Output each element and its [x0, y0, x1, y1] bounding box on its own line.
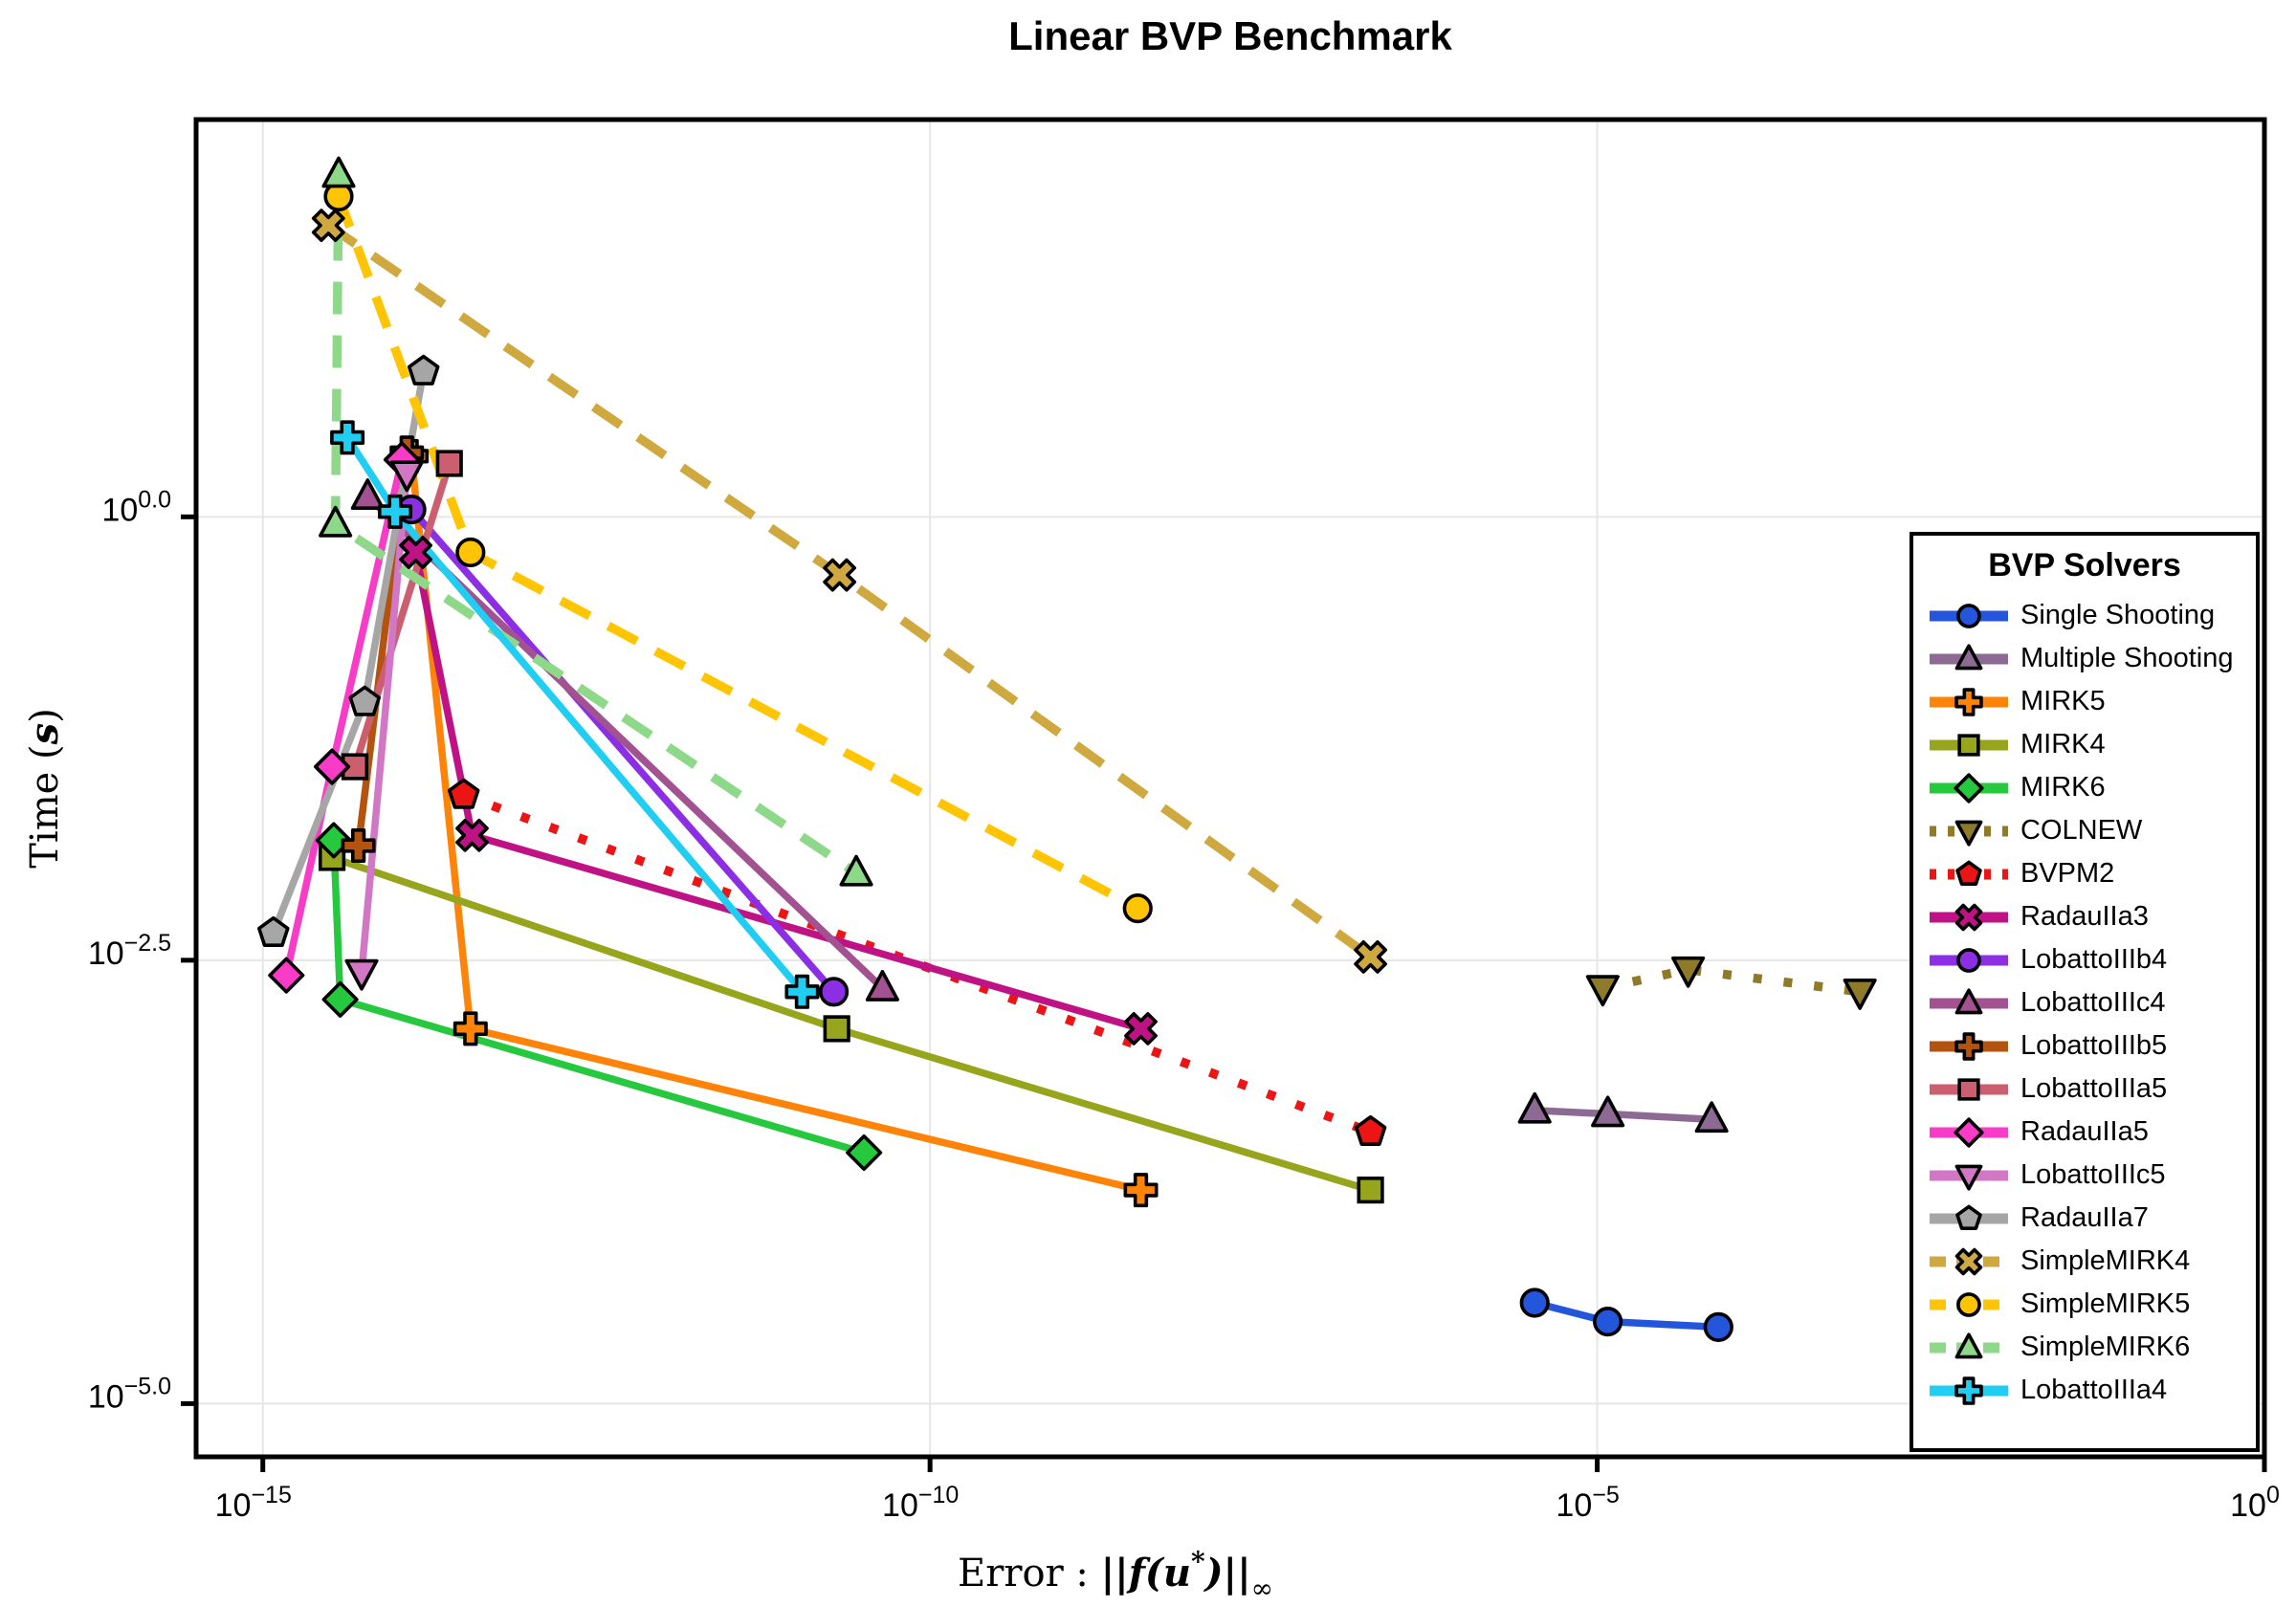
plot-frame	[193, 117, 2267, 1460]
legend-swatch	[1930, 772, 2008, 804]
legend-label: RadauIIa7	[2020, 1202, 2149, 1233]
series-markers-LobattoIIIa4	[330, 420, 820, 1009]
legend-rows: Single Shooting Multiple Shooting MIRK5 MIR…	[1927, 594, 2242, 1412]
legend-title: BVP Solvers	[1988, 547, 2181, 583]
legend-label: LobattoIIIa4	[2020, 1375, 2168, 1405]
legend-swatch	[1930, 1332, 2008, 1358]
legend-label: SimpleMIRK5	[2020, 1288, 2191, 1319]
legend-item-RadauIIa3: RadauIIa3	[1927, 895, 2242, 938]
legend-item-LobattoIIIa5: LobattoIIIa5	[1927, 1068, 2242, 1111]
x-axis-label: Error : ||f(u*)||∞	[958, 1546, 1273, 1604]
series-markers-Multiple-Shooting	[1517, 1091, 1729, 1134]
legend-item-MIRK6: MIRK6	[1927, 766, 2242, 809]
legend-item-Multiple-Shooting: Multiple Shooting	[1927, 637, 2242, 680]
y-tick-label: 10−2.5	[88, 930, 171, 972]
legend-item-LobattoIIIb4: LobattoIIIb4	[1927, 938, 2242, 981]
y-tick-label: 100.0	[101, 486, 171, 528]
series-markers-RadauIIa7	[257, 354, 440, 947]
series-line-LobattoIIIc5	[358, 473, 411, 973]
x-tick-label: 10−15	[215, 1482, 292, 1524]
legend-swatch	[1930, 733, 2008, 757]
legend-item-RadauIIa5: RadauIIa5	[1927, 1111, 2242, 1154]
series-markers-SimpleMIRK6	[319, 156, 873, 887]
series-markers-LobattoIIIa5	[341, 450, 463, 781]
legend-item-Single-Shooting: Single Shooting	[1927, 594, 2242, 637]
y-axis-label: Time (s)	[22, 708, 67, 869]
legend-item-LobattoIIIb5: LobattoIIIb5	[1927, 1024, 2242, 1068]
series-markers-LobattoIIIc4	[350, 478, 899, 1002]
x-tick-label: 10−10	[882, 1482, 959, 1524]
series-markers-BVPM2	[447, 778, 1387, 1146]
legend-label: MIRK5	[2020, 686, 2106, 716]
series-line-BVPM2	[462, 790, 1373, 1136]
x-tick-label: 10−5	[1556, 1482, 1619, 1524]
legend-swatch	[1930, 1164, 2008, 1191]
series-line-RadauIIa3	[411, 551, 1142, 1033]
legend-label: COLNEW	[2020, 815, 2143, 846]
legend-item-BVPM2: BVPM2	[1927, 852, 2242, 895]
series-line-Multiple-Shooting	[1534, 1107, 1712, 1124]
legend-item-SimpleMIRK4: SimpleMIRK4	[1927, 1240, 2242, 1283]
legend-item-LobattoIIIc5: LobattoIIIc5	[1927, 1154, 2242, 1197]
legend-label: LobattoIIIc4	[2020, 987, 2166, 1018]
legend-swatch	[1930, 820, 2008, 847]
legend-swatch	[1930, 1376, 2008, 1405]
series-line-LobattoIIIb4	[408, 507, 837, 995]
legend-swatch	[1930, 1204, 2008, 1230]
legend-item-COLNEW: COLNEW	[1927, 809, 2242, 852]
series-markers-LobattoIIIc5	[344, 460, 424, 991]
series-line-COLNEW	[1601, 964, 1861, 997]
series-markers-LobattoIIIb4	[396, 495, 850, 1007]
series-markers-RadauIIa3	[399, 536, 1158, 1046]
legend-label: RadauIIa5	[2020, 1116, 2149, 1147]
legend-item-RadauIIa7: RadauIIa7	[1927, 1197, 2242, 1240]
series-line-MIRK4	[330, 853, 1372, 1194]
legend-swatch	[1930, 1077, 2008, 1101]
legend: BVP Solvers Single Shooting Multiple Shoo…	[1910, 532, 2260, 1452]
legend-label: SimpleMIRK6	[2020, 1332, 2191, 1362]
legend-label: MIRK6	[2020, 772, 2106, 803]
legend-item-SimpleMIRK6: SimpleMIRK6	[1927, 1326, 2242, 1369]
legend-label: Multiple Shooting	[2020, 643, 2234, 673]
legend-label: LobattoIIIc5	[2020, 1159, 2166, 1190]
legend-swatch	[1930, 860, 2008, 886]
x-tick-label: 100	[2230, 1482, 2280, 1524]
legend-label: BVPM2	[2020, 858, 2115, 889]
legend-swatch	[1930, 903, 2008, 931]
legend-swatch	[1930, 1247, 2008, 1275]
legend-swatch	[1930, 603, 2008, 628]
legend-item-LobattoIIIa4: LobattoIIIa4	[1927, 1369, 2242, 1412]
series-markers-Single-Shooting	[1519, 1288, 1733, 1342]
legend-label: LobattoIIIb4	[2020, 944, 2168, 975]
legend-swatch	[1930, 947, 2008, 973]
legend-label: SimpleMIRK4	[2020, 1245, 2191, 1276]
legend-label: RadauIIa3	[2020, 901, 2149, 932]
legend-label: Single Shooting	[2020, 600, 2216, 630]
legend-item-LobattoIIIc4: LobattoIIIc4	[1927, 981, 2242, 1024]
legend-swatch	[1930, 687, 2008, 716]
series-markers-COLNEW	[1585, 956, 1877, 1010]
legend-label: LobattoIIIa5	[2020, 1073, 2168, 1104]
series-line-Single-Shooting	[1534, 1299, 1719, 1332]
legend-item-SimpleMIRK5: SimpleMIRK5	[1927, 1283, 2242, 1326]
plot-title: Linear BVP Benchmark	[1008, 13, 1452, 58]
legend-item-MIRK5: MIRK5	[1927, 680, 2242, 723]
legend-label: LobattoIIIb5	[2020, 1030, 2168, 1061]
y-tick-label: 10−5.0	[88, 1373, 171, 1415]
legend-swatch	[1930, 643, 2008, 670]
legend-label: MIRK4	[2020, 729, 2106, 759]
legend-swatch	[1930, 987, 2008, 1014]
legend-swatch	[1930, 1116, 2008, 1148]
legend-swatch	[1930, 1291, 2008, 1317]
legend-item-MIRK4: MIRK4	[1927, 723, 2242, 766]
legend-swatch	[1930, 1031, 2008, 1061]
series-markers-SimpleMIRK4	[311, 209, 1387, 974]
